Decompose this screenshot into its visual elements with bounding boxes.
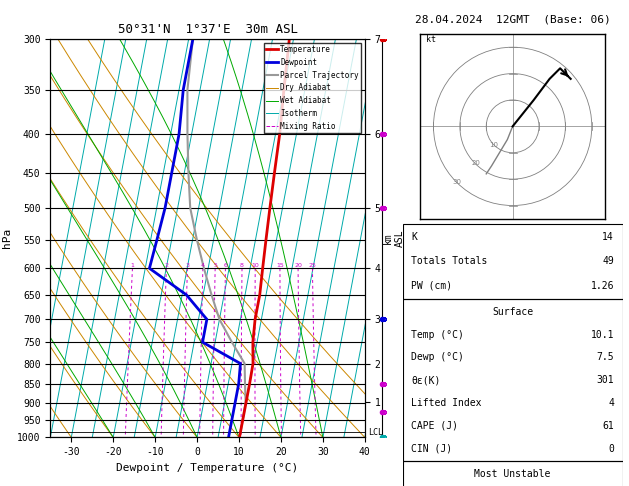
Text: 20: 20: [471, 160, 480, 166]
Text: 4: 4: [201, 263, 205, 268]
Text: CIN (J): CIN (J): [411, 444, 452, 454]
Text: 5: 5: [213, 263, 217, 268]
Text: PW (cm): PW (cm): [411, 281, 452, 291]
Title: 50°31'N  1°37'E  30m ASL: 50°31'N 1°37'E 30m ASL: [118, 23, 298, 36]
Text: 49: 49: [602, 257, 614, 266]
Text: 10.1: 10.1: [591, 330, 614, 340]
Text: Temp (°C): Temp (°C): [411, 330, 464, 340]
Text: CAPE (J): CAPE (J): [411, 421, 459, 431]
Text: Surface: Surface: [492, 307, 533, 317]
Bar: [403, 224, 623, 299]
Text: Most Unstable: Most Unstable: [474, 469, 551, 479]
Text: LCL: LCL: [368, 428, 383, 436]
Text: 0: 0: [608, 444, 614, 454]
Bar: [403, 299, 623, 461]
Text: 7.5: 7.5: [596, 352, 614, 363]
Y-axis label: hPa: hPa: [1, 228, 11, 248]
Text: 25: 25: [308, 263, 316, 268]
Text: 6: 6: [223, 263, 227, 268]
Text: Lifted Index: Lifted Index: [411, 398, 482, 408]
Text: θε(K): θε(K): [411, 375, 441, 385]
Text: 8: 8: [240, 263, 244, 268]
Text: 30: 30: [453, 179, 462, 185]
Text: 14: 14: [602, 232, 614, 242]
Text: 4: 4: [608, 398, 614, 408]
Text: 1.26: 1.26: [591, 281, 614, 291]
Text: 10: 10: [489, 142, 499, 148]
Text: 15: 15: [276, 263, 284, 268]
Text: 10: 10: [252, 263, 259, 268]
Y-axis label: km
ASL: km ASL: [383, 229, 405, 247]
Text: Dewp (°C): Dewp (°C): [411, 352, 464, 363]
Text: 61: 61: [602, 421, 614, 431]
Text: Totals Totals: Totals Totals: [411, 257, 487, 266]
Text: 28.04.2024  12GMT  (Base: 06): 28.04.2024 12GMT (Base: 06): [415, 15, 611, 25]
Text: 1: 1: [130, 263, 135, 268]
Text: K: K: [411, 232, 417, 242]
Legend: Temperature, Dewpoint, Parcel Trajectory, Dry Adiabat, Wet Adiabat, Isotherm, Mi: Temperature, Dewpoint, Parcel Trajectory…: [264, 43, 361, 133]
Text: 3: 3: [186, 263, 189, 268]
Text: 301: 301: [596, 375, 614, 385]
Text: kt: kt: [426, 35, 435, 44]
X-axis label: Dewpoint / Temperature (°C): Dewpoint / Temperature (°C): [116, 463, 299, 473]
Text: 20: 20: [294, 263, 302, 268]
Bar: [403, 461, 623, 486]
Text: 2: 2: [164, 263, 169, 268]
